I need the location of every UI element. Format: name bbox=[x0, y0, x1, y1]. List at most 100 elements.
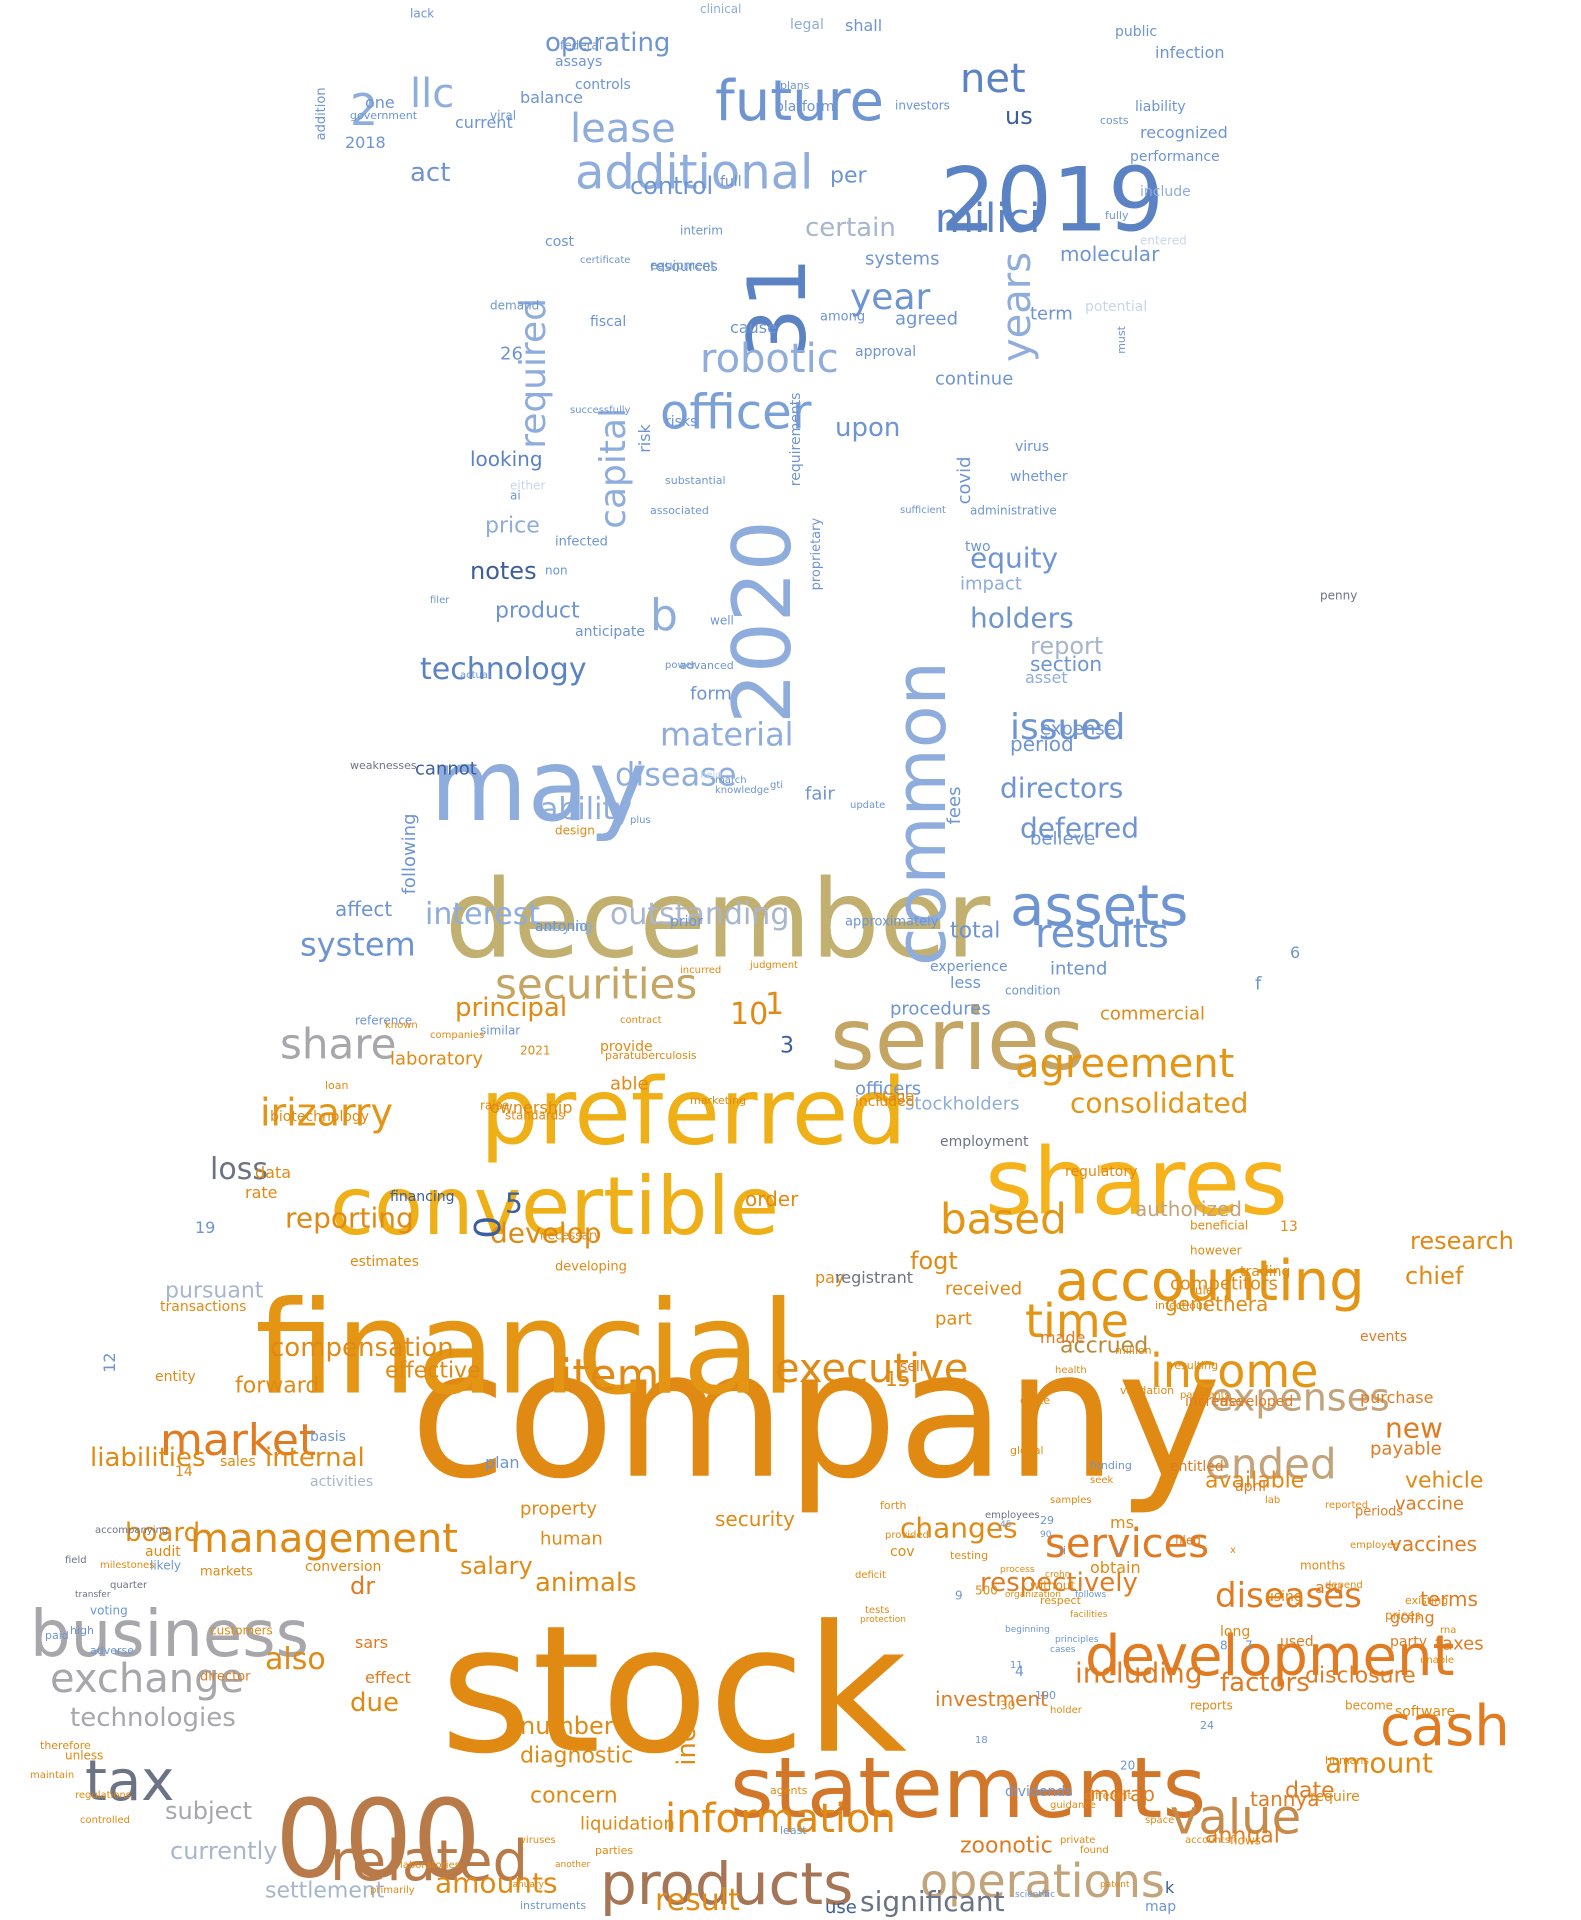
cloud-word: field bbox=[65, 1555, 87, 1566]
cloud-word: 11 bbox=[1010, 1660, 1023, 1671]
cloud-word: infected bbox=[555, 534, 608, 549]
cloud-word: covid bbox=[954, 456, 975, 504]
cloud-word: basis bbox=[310, 1429, 346, 1445]
cloud-word: accounting bbox=[1055, 1249, 1365, 1314]
cloud-word: systems bbox=[865, 248, 939, 269]
cloud-word: maintain bbox=[30, 1770, 74, 1781]
cloud-word: 3 bbox=[780, 1034, 794, 1059]
cloud-word: prices bbox=[1385, 1609, 1421, 1623]
cloud-word: plus bbox=[630, 815, 651, 826]
cloud-word: securities bbox=[495, 960, 697, 1009]
cloud-word: 18 bbox=[975, 1735, 988, 1746]
cloud-word: software bbox=[1395, 1704, 1455, 1720]
cloud-word: total bbox=[950, 919, 1000, 944]
cloud-word: use bbox=[825, 1897, 857, 1918]
cloud-word: cash bbox=[1380, 1694, 1510, 1759]
cloud-word: forward bbox=[235, 1374, 319, 1399]
cloud-word: commercial bbox=[1100, 1003, 1205, 1024]
cloud-word: activities bbox=[310, 1474, 373, 1490]
cloud-word: clinical bbox=[700, 2, 742, 16]
cloud-word: 0 bbox=[468, 1216, 509, 1239]
cloud-word: looking bbox=[470, 447, 543, 471]
cloud-word: technology bbox=[420, 652, 587, 687]
cloud-word: genethera bbox=[1165, 1292, 1268, 1316]
cloud-word: resources bbox=[650, 259, 718, 275]
cloud-word: amounts bbox=[435, 1866, 558, 1899]
cloud-word: 000 bbox=[275, 1777, 481, 1902]
cloud-word: development bbox=[1085, 1624, 1454, 1689]
cloud-word: asu bbox=[1315, 1578, 1343, 1597]
cloud-word: certificate bbox=[580, 255, 630, 266]
cloud-word: amount bbox=[1325, 1746, 1433, 1779]
cloud-word: interim bbox=[680, 224, 723, 238]
cloud-word: concern bbox=[530, 1784, 618, 1809]
cloud-word: principles bbox=[1055, 1635, 1099, 1645]
cloud-word: anticipate bbox=[575, 624, 645, 640]
cloud-word: resulting bbox=[1170, 1359, 1218, 1372]
cloud-word: employee bbox=[1350, 1540, 1399, 1551]
cloud-word: developed bbox=[1220, 1394, 1293, 1410]
cloud-word: u bbox=[1115, 1544, 1122, 1557]
cloud-word: ai bbox=[510, 489, 521, 503]
cloud-word: prior bbox=[670, 914, 703, 930]
cloud-word: part bbox=[935, 1308, 972, 1329]
cloud-word: validation bbox=[1120, 1384, 1174, 1397]
cloud-word: fully bbox=[1105, 209, 1129, 222]
cloud-word: 20 bbox=[1120, 1759, 1135, 1773]
cloud-word: expense bbox=[1040, 718, 1116, 739]
cloud-word: full bbox=[720, 174, 742, 190]
cloud-word: executive bbox=[775, 1346, 968, 1392]
cloud-word: paid bbox=[45, 1629, 69, 1642]
cloud-word: public bbox=[1115, 24, 1157, 40]
cloud-word: directors bbox=[1000, 771, 1123, 804]
cloud-word: may bbox=[430, 727, 648, 844]
cloud-word: deficit bbox=[855, 1570, 886, 1581]
cloud-word: vehicle bbox=[1405, 1469, 1483, 1494]
cloud-word: testing bbox=[950, 1549, 988, 1562]
cloud-word: rate bbox=[245, 1183, 278, 1202]
cloud-word: developing bbox=[555, 1259, 627, 1274]
cloud-word: trading bbox=[1240, 1264, 1290, 1280]
cloud-word: gti bbox=[770, 780, 783, 791]
cloud-word: provide bbox=[600, 1039, 653, 1055]
cloud-word: flows bbox=[1230, 1834, 1261, 1848]
cloud-word: services bbox=[1045, 1521, 1209, 1567]
cloud-word: 2021 bbox=[520, 1044, 551, 1058]
cloud-word: equipment bbox=[650, 259, 715, 273]
cloud-word: follows bbox=[1075, 1590, 1107, 1600]
cloud-word: outstanding bbox=[610, 897, 789, 932]
cloud-word: patent bbox=[1100, 1880, 1130, 1890]
cloud-word: 500 bbox=[975, 1584, 998, 1598]
cloud-word: used bbox=[1280, 1634, 1314, 1650]
cloud-word: ii bbox=[1060, 1544, 1066, 1557]
cloud-word: update bbox=[850, 800, 885, 811]
cloud-word: loss bbox=[210, 1152, 268, 1187]
cloud-word: section bbox=[1030, 652, 1102, 676]
cloud-word: legal bbox=[790, 17, 824, 33]
cloud-word: system bbox=[300, 926, 416, 964]
cloud-word: office bbox=[1020, 1394, 1050, 1407]
cloud-word: 45 bbox=[1000, 1520, 1011, 1530]
cloud-word: another bbox=[555, 1860, 590, 1870]
cloud-word: data bbox=[255, 1163, 291, 1182]
cloud-word: disclosure bbox=[1305, 1664, 1416, 1689]
cloud-word: stage bbox=[875, 1089, 914, 1105]
cloud-word: control bbox=[630, 172, 713, 200]
cloud-word: statements bbox=[730, 1739, 1206, 1837]
cloud-word: viruses bbox=[520, 1835, 556, 1846]
cloud-word: ms bbox=[1110, 1513, 1134, 1532]
cloud-word: ended bbox=[1205, 1440, 1337, 1489]
cloud-word: affect bbox=[335, 897, 392, 921]
cloud-word: act bbox=[410, 158, 450, 188]
cloud-word: employees bbox=[985, 1510, 1040, 1521]
cloud-word: purchase bbox=[1360, 1388, 1433, 1407]
cloud-word: health bbox=[1055, 1365, 1087, 1376]
cloud-word: design bbox=[555, 824, 595, 838]
cloud-word: cov bbox=[890, 1544, 915, 1560]
cloud-word: infectious bbox=[1155, 1299, 1209, 1312]
cloud-word: periods bbox=[1355, 1504, 1403, 1519]
cloud-word: item bbox=[560, 1350, 659, 1401]
cloud-word: one bbox=[365, 93, 395, 112]
cloud-word: incurred bbox=[680, 965, 721, 976]
